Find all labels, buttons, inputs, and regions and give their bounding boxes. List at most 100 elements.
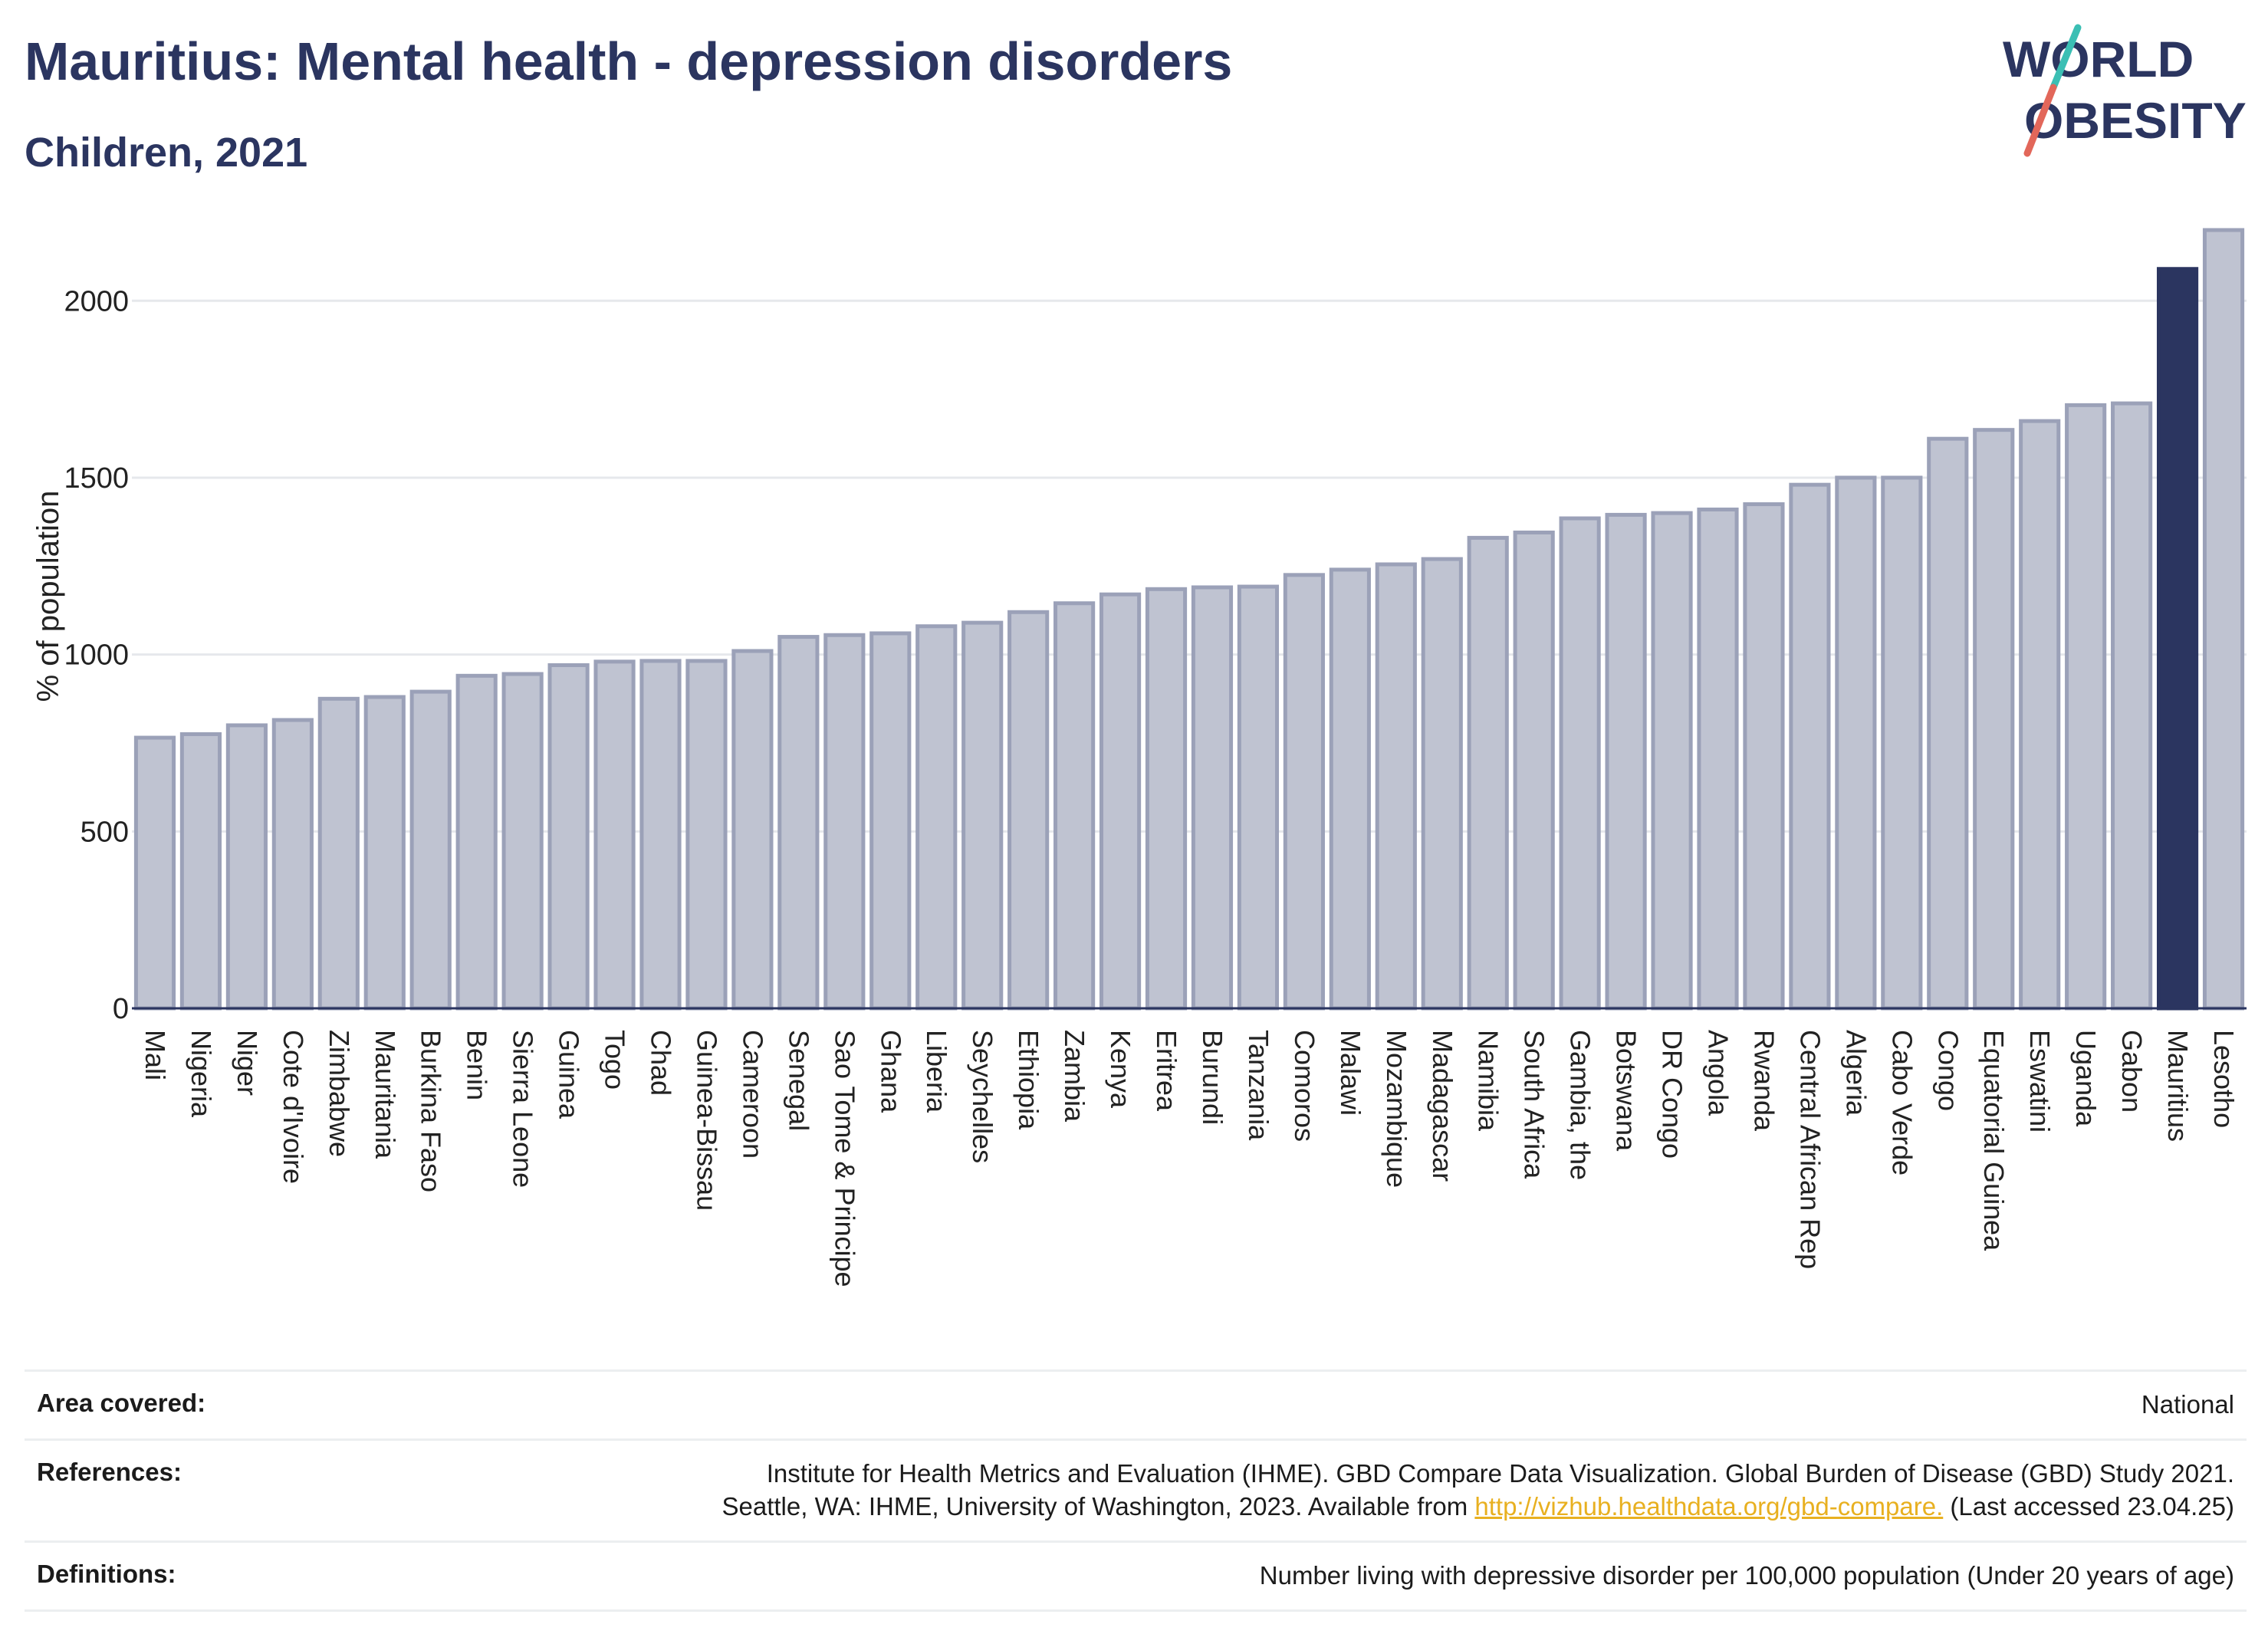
x-tick-label: Chad — [646, 1030, 677, 1096]
y-tick-label: 0 — [113, 993, 129, 1025]
x-tick-label: Liberia — [921, 1030, 952, 1113]
bar-guinea — [547, 662, 590, 1011]
bar-benin — [455, 673, 498, 1011]
references-row: References: Institute for Health Metrics… — [25, 1438, 2247, 1540]
x-tick-label: Gabon — [2116, 1030, 2148, 1113]
chart-footer: Area covered: National References: Insti… — [25, 1369, 2247, 1612]
bar-uganda — [2065, 403, 2107, 1011]
references-link[interactable]: http://vizhub.healthdata.org/gbd-compare… — [1474, 1491, 1944, 1521]
bar-gambia-the — [1559, 516, 1601, 1011]
bar-central-african-rep — [1789, 482, 1831, 1011]
bar-mauritius — [2156, 267, 2199, 1011]
x-tick-label: Eritrea — [1151, 1030, 1182, 1112]
bar-dr-congo — [1651, 511, 1693, 1011]
bar-malawi — [1329, 567, 1371, 1011]
x-tick-label: Senegal — [783, 1030, 814, 1131]
bar-zimbabwe — [317, 696, 360, 1011]
x-tick-label: Nigeria — [186, 1030, 217, 1118]
definitions-value: Number living with depressive disorder p… — [1259, 1560, 2234, 1590]
svg-text:WORLD: WORLD — [2003, 31, 2194, 87]
bar-nigeria — [179, 732, 222, 1011]
bar-chad — [639, 659, 682, 1011]
x-tick-label: Mauritius — [2162, 1030, 2194, 1142]
references-line-2-start: Seattle, WA: IHME, University of Washing… — [721, 1491, 1475, 1521]
bar-seychelles — [961, 620, 1004, 1011]
area-covered-value: National — [2141, 1390, 2234, 1419]
bar-burundi — [1191, 585, 1234, 1011]
x-tick-label: Eswatini — [2024, 1030, 2056, 1133]
bar-equatorial-guinea — [1973, 428, 2015, 1011]
bar-cameroon — [731, 649, 774, 1011]
x-tick-label: Uganda — [2070, 1030, 2102, 1127]
x-tick-label: Gambia, the — [1565, 1030, 1596, 1180]
bar-zambia — [1053, 601, 1096, 1011]
bar-senegal — [777, 635, 820, 1011]
bar-eswatini — [2019, 419, 2061, 1011]
x-tick-label: Zambia — [1059, 1030, 1090, 1123]
x-tick-label: Algeria — [1840, 1030, 1872, 1116]
y-tick-label: 2000 — [64, 285, 129, 317]
bar-mali — [133, 735, 176, 1011]
x-tick-label: Angola — [1703, 1030, 1734, 1116]
bar-gabon — [2111, 401, 2153, 1011]
y-tick-label: 1000 — [64, 639, 129, 672]
bar-chart: 0 500 1000 1500 2000 Mali Nigeria Niger Cote d'… — [31, 228, 2247, 1287]
definitions-label: Definitions: — [37, 1559, 176, 1588]
x-tick-label: Congo — [1932, 1030, 1964, 1111]
chart-title: Mauritius: Mental health - depression di… — [25, 31, 1233, 91]
x-tick-label: Rwanda — [1748, 1030, 1780, 1132]
x-tick-label: Mauritania — [370, 1030, 401, 1159]
x-tick-label: Cameroon — [737, 1030, 768, 1159]
x-tick-label: Seychelles — [967, 1030, 998, 1163]
x-tick-label: Mozambique — [1381, 1030, 1412, 1188]
x-tick-label: Zimbabwe — [324, 1030, 355, 1157]
bar-lesotho — [2202, 228, 2245, 1011]
x-tick-label: Sierra Leone — [508, 1030, 539, 1188]
bar-mauritania — [363, 695, 406, 1011]
bar-togo — [593, 659, 636, 1011]
y-tick-label: 500 — [81, 816, 129, 848]
x-tick-label: Botswana — [1611, 1030, 1642, 1152]
world-obesity-logo: WORLD OBESITY — [2003, 24, 2247, 157]
references-label: References: — [37, 1457, 182, 1486]
bar-ethiopia — [1007, 610, 1050, 1011]
bar-mozambique — [1375, 562, 1417, 1011]
bar-guinea-bissau — [685, 659, 728, 1011]
x-axis-labels: Mali Nigeria Niger Cote d'Ivoire Zimbabwe Mau… — [140, 1030, 2240, 1287]
x-tick-label: Cote d'Ivoire — [278, 1030, 309, 1184]
bar-sierra-leone — [501, 672, 544, 1011]
x-tick-label: Cabo Verde — [1886, 1030, 1918, 1175]
references-value: Institute for Health Metrics and Evaluat… — [722, 1458, 2235, 1524]
bar-sao-tome-principe — [823, 633, 866, 1011]
bar-burkina-faso — [409, 689, 452, 1011]
bar-congo — [1927, 436, 1969, 1011]
bar-niger — [225, 723, 268, 1011]
bar-madagascar — [1421, 557, 1463, 1011]
x-tick-label: Madagascar — [1427, 1030, 1458, 1182]
x-tick-label: Burkina Faso — [416, 1030, 447, 1192]
x-tick-label: Malawi — [1335, 1030, 1366, 1116]
y-axis-ticks: 0 500 1000 1500 2000 — [64, 285, 129, 1025]
x-tick-label: Kenya — [1105, 1030, 1136, 1109]
bar-namibia — [1467, 535, 1509, 1011]
bar-algeria — [1835, 475, 1877, 1011]
svg-text:OBESITY: OBESITY — [2024, 92, 2247, 149]
references-line-1: Institute for Health Metrics and Evaluat… — [766, 1458, 2234, 1488]
y-tick-label: 1500 — [64, 462, 129, 495]
bar-liberia — [915, 624, 958, 1011]
x-tick-label: Guinea-Bissau — [691, 1030, 722, 1211]
x-tick-label: Lesotho — [2208, 1030, 2240, 1128]
bar-eritrea — [1145, 587, 1188, 1011]
bar-cabo-verde — [1881, 475, 1923, 1011]
x-tick-label: Guinea — [554, 1030, 585, 1119]
x-tick-label: Burundi — [1197, 1030, 1228, 1125]
x-tick-label: Ghana — [875, 1030, 906, 1113]
x-tick-label: South Africa — [1519, 1030, 1550, 1179]
references-line-2-end: (Last accessed 23.04.25) — [1943, 1491, 2234, 1521]
y-axis-label: % of population — [31, 491, 65, 702]
area-covered-label: Area covered: — [37, 1389, 206, 1417]
x-tick-label: DR Congo — [1657, 1030, 1688, 1159]
x-tick-label: Mali — [140, 1030, 171, 1080]
bar-south-africa — [1513, 530, 1555, 1011]
x-tick-label: Sao Tome & Principe — [829, 1030, 860, 1287]
